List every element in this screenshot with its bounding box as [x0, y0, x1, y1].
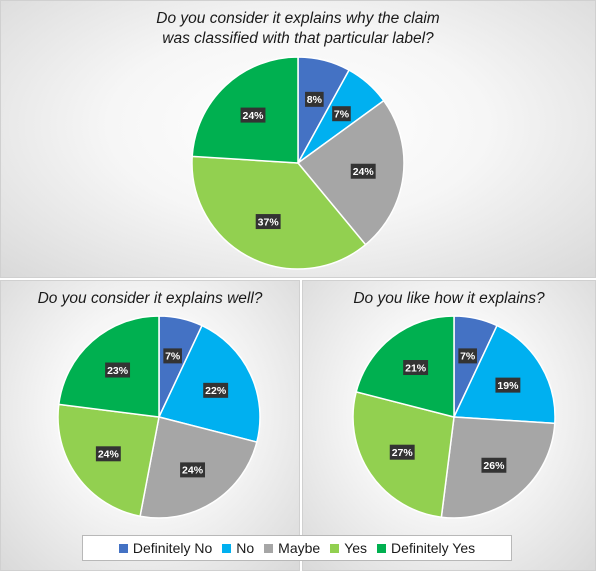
data-label-text: 7% [460, 351, 476, 363]
legend-item-maybe: Maybe [264, 540, 320, 556]
data-label-definitely-no: 7% [163, 348, 182, 364]
data-label-no: 19% [495, 377, 521, 393]
legend-item-no: No [222, 540, 254, 556]
pie-slice-yes [191, 155, 367, 270]
data-label-text: 24% [182, 465, 204, 477]
data-label-text: 7% [165, 351, 181, 363]
chart-title-bottom-right: Do you like how it explains? [353, 290, 545, 307]
data-label-background [105, 362, 131, 378]
data-label-background [495, 377, 521, 393]
pie-slice-no [452, 324, 556, 425]
data-label-definitely-yes: 23% [105, 362, 131, 378]
data-label-yes: 24% [95, 446, 121, 462]
data-label-no: 22% [203, 382, 229, 398]
data-label-text: 7% [334, 109, 350, 121]
legend-label: Yes [344, 540, 368, 556]
chart-panel-top: Do you consider it explains why the clai… [0, 0, 596, 278]
data-label-background [481, 457, 507, 473]
data-label-background [403, 360, 429, 376]
legend-swatch [264, 543, 274, 553]
data-label-text: 24% [243, 110, 265, 122]
data-label-text: 21% [405, 362, 427, 374]
data-label-text: 24% [353, 166, 375, 178]
legend-label: Definitely Yes [391, 540, 476, 556]
data-label-background [240, 107, 266, 123]
data-label-definitely-yes: 24% [240, 107, 266, 123]
legend-swatch [377, 543, 387, 553]
data-label-background [305, 91, 324, 107]
data-label-background [332, 106, 351, 122]
data-label-text: 22% [205, 385, 227, 397]
data-label-background [163, 348, 182, 364]
legend-item-yes: Yes [330, 540, 367, 556]
chart-title-top: Do you consider it explains why the clai… [156, 10, 440, 47]
data-label-background [350, 163, 376, 179]
legend-item-definitely-no: Definitely No [118, 540, 213, 556]
legend-swatch [330, 543, 340, 553]
data-label-text: 19% [497, 380, 519, 392]
data-label-maybe: 24% [180, 462, 206, 478]
data-label-background [95, 446, 121, 462]
legend-label: Maybe [278, 540, 321, 556]
data-label-yes: 37% [255, 214, 281, 230]
pie-chart-top: 8% 7% 24% 37% 24% [191, 56, 405, 270]
legend-label: Definitely No [132, 540, 213, 556]
data-label-background [389, 444, 415, 460]
data-label-text: 23% [107, 365, 129, 377]
chart-title-bottom-left: Do you consider it explains well? [37, 290, 263, 307]
chart-panel-bottom-left: Do you consider it explains well? 7% 22% 2… [0, 280, 300, 571]
data-label-text: 8% [307, 94, 323, 106]
legend-item-definitely-yes: Definitely Yes [377, 540, 475, 556]
data-label-background [458, 348, 477, 364]
data-label-no: 7% [332, 106, 351, 122]
pie-chart-bottom-left: 7% 22% 24% 24% 23% [57, 315, 261, 519]
data-label-definitely-no: 8% [305, 91, 324, 107]
legend-swatch [222, 543, 232, 553]
legend-swatch [118, 543, 128, 553]
pie-chart-bottom-right: 7% 19% 26% 27% 21% [352, 315, 556, 519]
chart-panel-bottom-right: Do you like how it explains? 7% 19% 26% 27%… [302, 280, 596, 571]
data-label-definitely-yes: 21% [403, 360, 429, 376]
data-label-background [180, 462, 206, 478]
legend-label: No [236, 540, 255, 556]
data-label-text: 27% [392, 447, 414, 459]
data-label-text: 24% [98, 449, 120, 461]
chart-legend: Definitely No No Maybe Yes Definitely Ye… [82, 535, 512, 561]
data-label-background [203, 382, 229, 398]
data-label-background [255, 214, 281, 230]
data-label-maybe: 26% [481, 457, 507, 473]
data-label-definitely-no: 7% [458, 348, 477, 364]
data-label-maybe: 24% [350, 163, 376, 179]
data-label-yes: 27% [389, 444, 415, 460]
data-label-text: 37% [258, 216, 280, 228]
data-label-text: 26% [483, 460, 505, 472]
